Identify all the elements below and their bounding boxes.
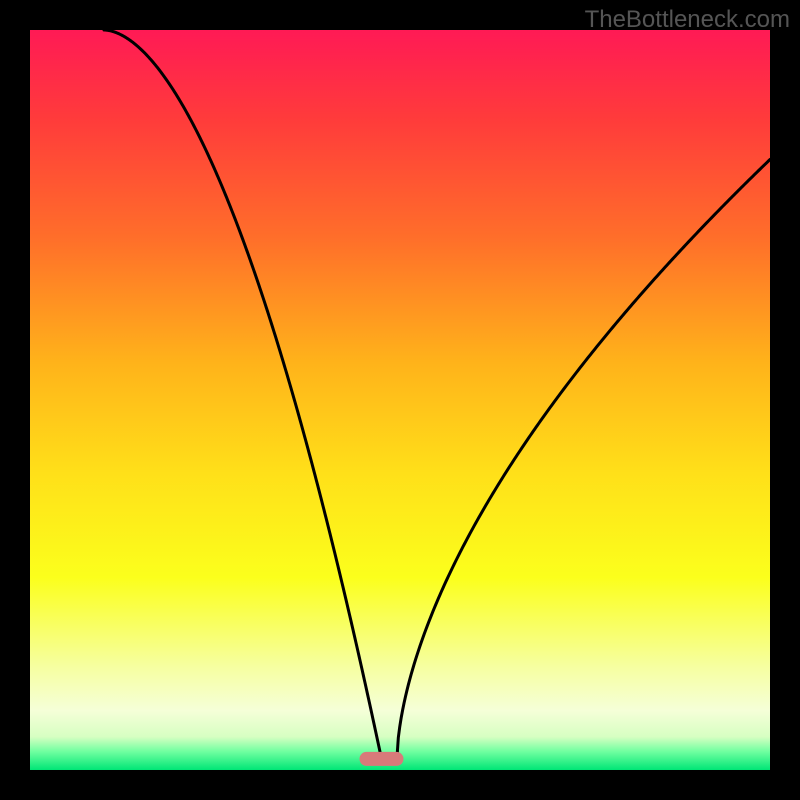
optimum-marker bbox=[360, 752, 404, 766]
chart-container: TheBottleneck.com bbox=[0, 0, 800, 800]
watermark-text: TheBottleneck.com bbox=[585, 6, 790, 34]
chart-gradient-background bbox=[30, 30, 770, 770]
bottleneck-chart-svg bbox=[0, 0, 800, 800]
